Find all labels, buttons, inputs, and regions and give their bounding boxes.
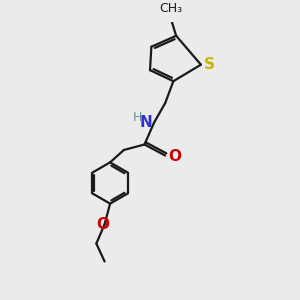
Text: CH₃: CH₃ (159, 2, 182, 15)
Text: O: O (168, 149, 182, 164)
Text: S: S (204, 57, 215, 72)
Text: N: N (140, 115, 153, 130)
Text: H: H (132, 111, 142, 124)
Text: O: O (97, 217, 110, 232)
